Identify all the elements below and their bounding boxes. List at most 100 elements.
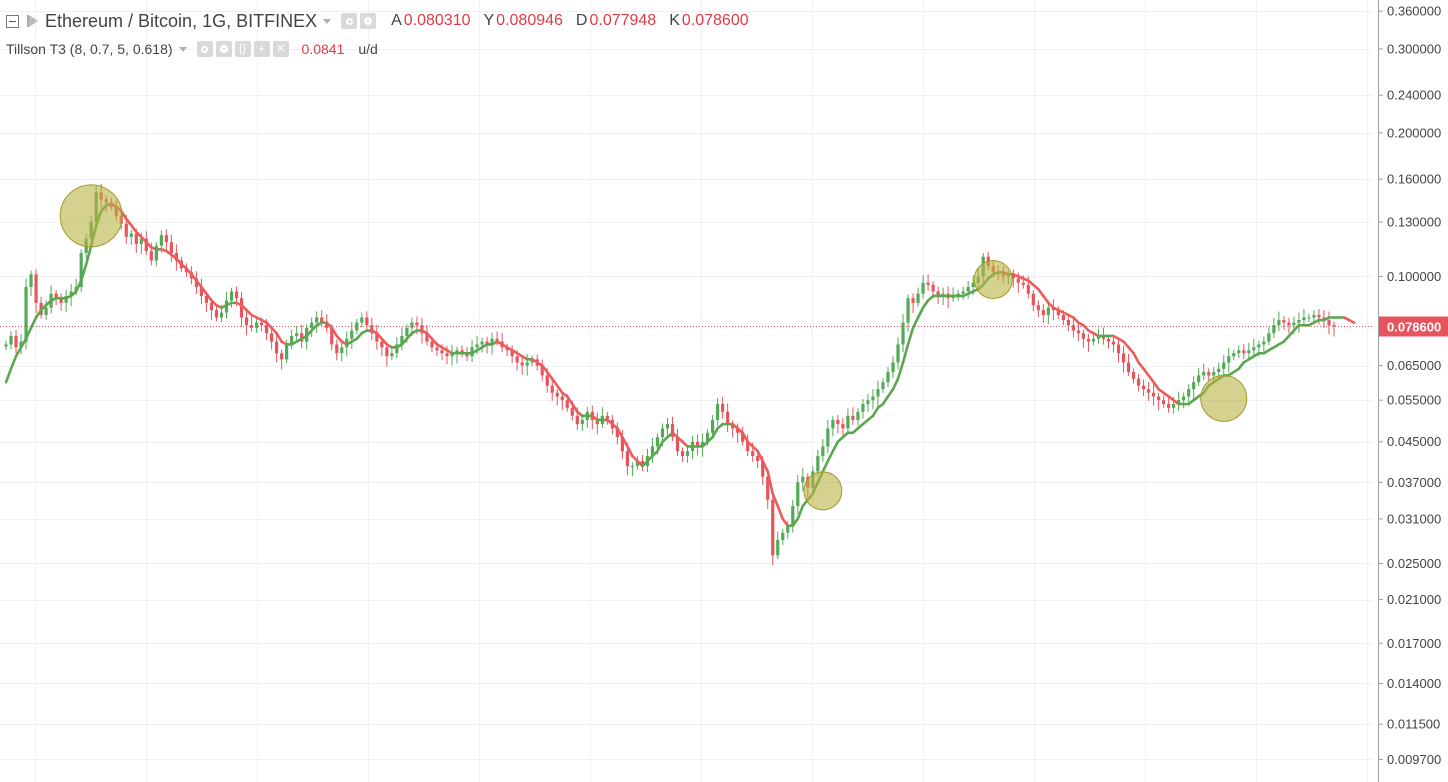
axis-tick-label: 0.130000 xyxy=(1387,215,1441,230)
eye-icon[interactable] xyxy=(196,41,213,57)
candle-body xyxy=(1207,372,1211,376)
ohlc-value: 0.080946 xyxy=(496,12,563,29)
t3-segment xyxy=(711,427,719,439)
t3-segment xyxy=(129,224,138,234)
candle-body xyxy=(901,322,905,345)
candle-body xyxy=(836,419,840,425)
candle-body xyxy=(515,356,519,363)
symbol-title[interactable]: Ethereum / Bitcoin, 1G, BITFINEX xyxy=(45,10,318,31)
candle-body xyxy=(254,322,259,328)
candle-body xyxy=(520,362,524,366)
candle-body xyxy=(134,233,138,244)
close-icon[interactable]: ✕ xyxy=(272,41,289,57)
candle-body xyxy=(570,407,574,416)
t3-segment xyxy=(185,266,193,276)
t3-segment xyxy=(555,384,564,395)
indicator-name[interactable]: Tillson T3 (8, 0.7, 5, 0.618) xyxy=(6,41,173,57)
t3-segment xyxy=(195,279,203,289)
highlight-circle xyxy=(803,471,843,511)
candle-body xyxy=(761,461,765,477)
candle-body xyxy=(1141,385,1146,390)
t3-segment xyxy=(74,279,83,293)
candle-body xyxy=(655,437,660,447)
candle-body xyxy=(1151,392,1156,397)
t3-segment xyxy=(871,406,880,418)
candle-body xyxy=(264,325,269,334)
gear-icon[interactable] xyxy=(360,13,377,29)
candle-body xyxy=(4,344,8,347)
candle-body xyxy=(1056,310,1060,315)
candle-body xyxy=(856,411,860,420)
candle-body xyxy=(876,389,880,397)
candle-body xyxy=(640,461,645,467)
candle-body xyxy=(595,419,599,425)
gear-icon[interactable] xyxy=(215,41,232,57)
candle-body xyxy=(796,482,800,506)
t3-segment xyxy=(1037,287,1045,298)
braces-icon[interactable]: {} xyxy=(234,41,251,57)
candle-body xyxy=(59,298,63,303)
axis-tick-label: 0.031000 xyxy=(1387,511,1441,526)
t3-segment xyxy=(200,285,208,295)
candle-body xyxy=(665,424,670,429)
candle-body xyxy=(1021,282,1025,285)
candle-body xyxy=(1262,341,1266,345)
axis-tick-label: 0.025000 xyxy=(1387,556,1441,571)
candle-body xyxy=(465,353,469,357)
candle-body xyxy=(791,505,795,526)
candle-body xyxy=(575,415,579,425)
t3-segment xyxy=(84,244,93,266)
candle-body xyxy=(1036,305,1040,311)
candle-body xyxy=(1121,353,1126,363)
symbol-row: Ethereum / Bitcoin, 1G, BITFINEX A 0.080… xyxy=(6,8,762,34)
candle-body xyxy=(1282,320,1286,323)
candle-body xyxy=(550,385,554,393)
candle-body xyxy=(1041,310,1045,315)
ohlc-value: 0.078600 xyxy=(681,12,749,29)
candle-body xyxy=(756,456,760,462)
candle-body xyxy=(881,382,885,390)
candle-body xyxy=(280,353,284,360)
flag-icon[interactable] xyxy=(25,14,39,28)
t3-segment xyxy=(821,459,830,473)
indicator-row: Tillson T3 (8, 0.7, 5, 0.618) {} + ✕ 0.0… xyxy=(6,38,378,60)
candle-body xyxy=(705,432,710,442)
candle-body xyxy=(916,293,920,303)
candle-body xyxy=(455,350,459,354)
current-price-label: 0.078600 xyxy=(1387,320,1441,335)
candle-body xyxy=(380,341,384,348)
t3-segment xyxy=(29,316,38,330)
candle-body xyxy=(1061,314,1065,321)
candle-body xyxy=(1287,322,1291,326)
candle-body xyxy=(615,428,619,438)
candle-body xyxy=(866,400,870,404)
candle-body xyxy=(510,350,514,357)
axis-tick-label: 0.017000 xyxy=(1387,636,1441,651)
candle-body xyxy=(415,322,419,326)
candle-body xyxy=(1222,362,1226,369)
candle-body xyxy=(425,333,429,342)
candle-body xyxy=(841,424,845,429)
plus-icon[interactable]: + xyxy=(253,41,270,57)
candle-body xyxy=(1272,325,1276,334)
candle-body xyxy=(1116,344,1121,354)
candle-body xyxy=(1237,350,1241,354)
tillson-t3-line xyxy=(4,202,1356,527)
candle-body xyxy=(700,441,705,447)
candle-body xyxy=(741,432,745,442)
t3-segment xyxy=(570,402,579,414)
candle-body xyxy=(1096,335,1101,339)
collapse-icon[interactable] xyxy=(6,14,19,28)
t3-segment xyxy=(776,504,785,521)
ohlc-label: D xyxy=(575,12,588,29)
eye-icon[interactable] xyxy=(341,13,358,29)
chevron-down-icon[interactable] xyxy=(323,18,332,24)
candle-body xyxy=(605,415,609,420)
axis-tick-label: 0.300000 xyxy=(1387,41,1441,56)
chevron-down-icon[interactable] xyxy=(178,46,187,52)
candle-body xyxy=(565,400,569,408)
candle-body xyxy=(290,335,294,345)
candle-body xyxy=(124,223,128,237)
t3-segment xyxy=(896,361,905,381)
